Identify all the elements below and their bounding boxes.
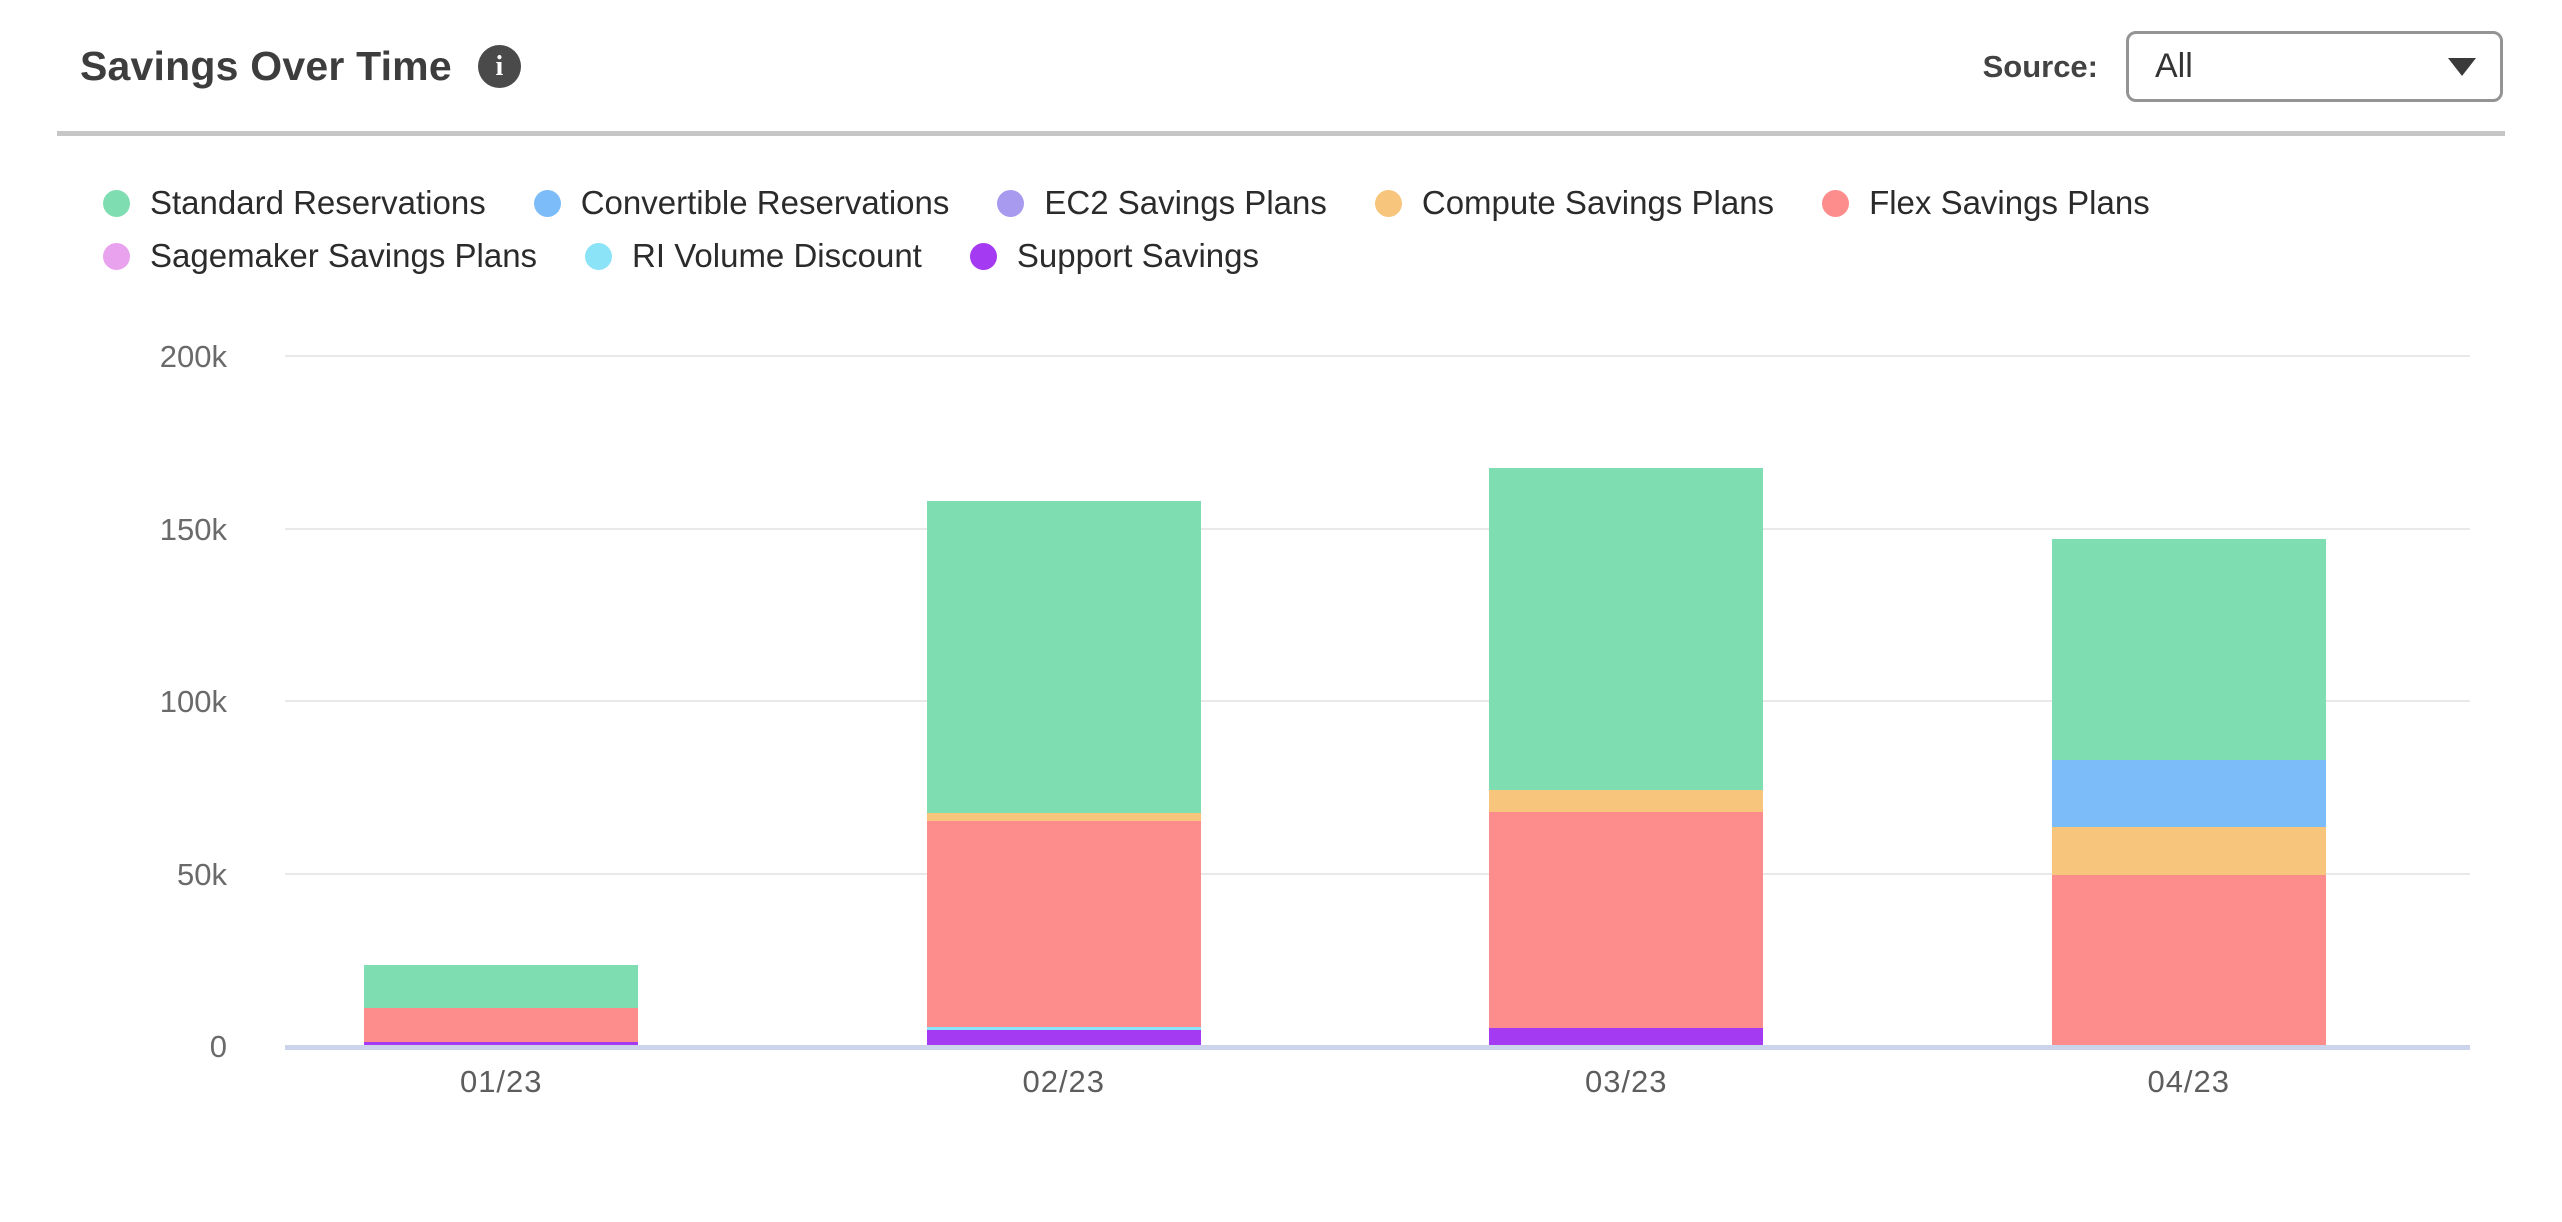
source-control: Source: All: [1983, 31, 2503, 102]
gridline: [285, 527, 2470, 530]
bar-segment[interactable]: [2051, 538, 2326, 760]
y-tick-label: 200k: [159, 339, 227, 374]
info-icon[interactable]: i: [477, 45, 521, 88]
bar-segment[interactable]: [2051, 827, 2326, 875]
legend-dot-icon: [533, 189, 561, 217]
y-tick-label: 50k: [177, 856, 227, 892]
bar-segment[interactable]: [926, 500, 1201, 814]
bar-slot: [1345, 357, 1908, 1047]
bar-segment[interactable]: [2051, 759, 2326, 828]
header-divider: [57, 131, 2505, 136]
bar-segment[interactable]: [2051, 874, 2326, 1047]
x-tick-label: 01/23: [459, 1064, 543, 1099]
y-tick-label: 100k: [159, 684, 227, 719]
legend-label: EC2 Savings Plans: [1044, 184, 1327, 221]
y-tick-label: 0: [209, 1029, 227, 1064]
bar-segment[interactable]: [1489, 467, 1764, 791]
x-tick-slot: 02/23: [783, 1064, 1346, 1100]
bar-segment[interactable]: [364, 1007, 639, 1043]
bar-segment[interactable]: [926, 1026, 1201, 1031]
x-axis-labels: 01/23 02/23 03/23 04/23: [220, 1064, 2470, 1100]
x-tick-slot: 03/23: [1345, 1064, 1908, 1100]
gridline: [285, 700, 2470, 702]
legend-label: Flex Savings Plans: [1869, 184, 2150, 221]
bars-layer: [220, 357, 2470, 1047]
legend-dot-icon: [1822, 189, 1850, 217]
legend-item[interactable]: Flex Savings Plans: [1822, 184, 2150, 222]
legend-label: RI Volume Discount: [632, 237, 922, 274]
legend-item[interactable]: Compute Savings Plans: [1374, 184, 1775, 222]
bar-slot: [783, 357, 1346, 1047]
bar-segment[interactable]: [926, 821, 1201, 1027]
page-title: Savings Over Time: [80, 43, 452, 89]
source-dropdown-value: All: [2155, 47, 2193, 85]
legend-dot-icon: [997, 189, 1025, 217]
stacked-bar-03/23: [1489, 357, 1764, 1047]
legend-label: Support Savings: [1016, 237, 1260, 274]
legend-dot-icon: [1374, 189, 1402, 217]
chart-legend: Standard Reservations Convertible Reserva…: [103, 184, 2163, 275]
x-tick-label: 03/23: [1584, 1064, 1668, 1099]
x-tick-slot: 04/23: [1908, 1064, 2471, 1100]
legend-item[interactable]: Sagemaker Savings Plans: [103, 237, 537, 275]
x-tick-slot: 01/23: [220, 1064, 783, 1100]
bar-segment[interactable]: [364, 1042, 639, 1047]
legend-label: Compute Savings Plans: [1421, 184, 1775, 221]
legend-item[interactable]: Standard Reservations: [103, 184, 486, 222]
bar-segment[interactable]: [1489, 790, 1764, 813]
info-icon-glyph: i: [495, 50, 504, 82]
gridline: [285, 872, 2470, 875]
y-tick-label: 150k: [159, 511, 227, 547]
widget-header: Savings Over Time i Source: All: [0, 0, 2562, 133]
y-axis-labels: 0 50k 100k 150k 200k: [0, 339, 227, 1064]
bar-segment[interactable]: [926, 1030, 1201, 1047]
chevron-down-icon: [2448, 57, 2476, 76]
legend-dot-icon: [103, 189, 130, 217]
bar-segment[interactable]: [1489, 1027, 1764, 1047]
plot-area: [285, 355, 2470, 1050]
x-tick-label: 04/23: [2147, 1064, 2231, 1099]
stacked-bar-02/23: [926, 357, 1201, 1047]
gridline: [285, 355, 2470, 357]
bar-slot: [220, 357, 783, 1047]
bar-segment[interactable]: [1489, 812, 1764, 1028]
x-axis-line: [285, 1045, 2470, 1050]
source-dropdown[interactable]: All: [2126, 31, 2503, 102]
legend-dot-icon: [585, 242, 613, 270]
stacked-bar-01/23: [364, 357, 639, 1047]
legend-dot-icon: [969, 242, 997, 270]
legend-label: Sagemaker Savings Plans: [150, 237, 538, 274]
bar-slot: [1908, 357, 2471, 1047]
legend-label: Convertible Reservations: [580, 184, 950, 221]
bar-segment[interactable]: [926, 813, 1201, 822]
legend-dot-icon: [103, 242, 130, 270]
bar-segment[interactable]: [364, 965, 639, 1008]
title-row: Savings Over Time i: [80, 43, 521, 90]
legend-item[interactable]: Convertible Reservations: [533, 184, 950, 222]
x-tick-label: 02/23: [1022, 1064, 1106, 1099]
legend-item[interactable]: RI Volume Discount: [585, 237, 922, 275]
legend-item[interactable]: EC2 Savings Plans: [997, 184, 1327, 222]
legend-item[interactable]: Support Savings: [969, 237, 1260, 275]
source-label: Source:: [1982, 48, 2098, 84]
stacked-bar-04/23: [2051, 357, 2326, 1047]
legend-label: Standard Reservations: [150, 184, 486, 221]
